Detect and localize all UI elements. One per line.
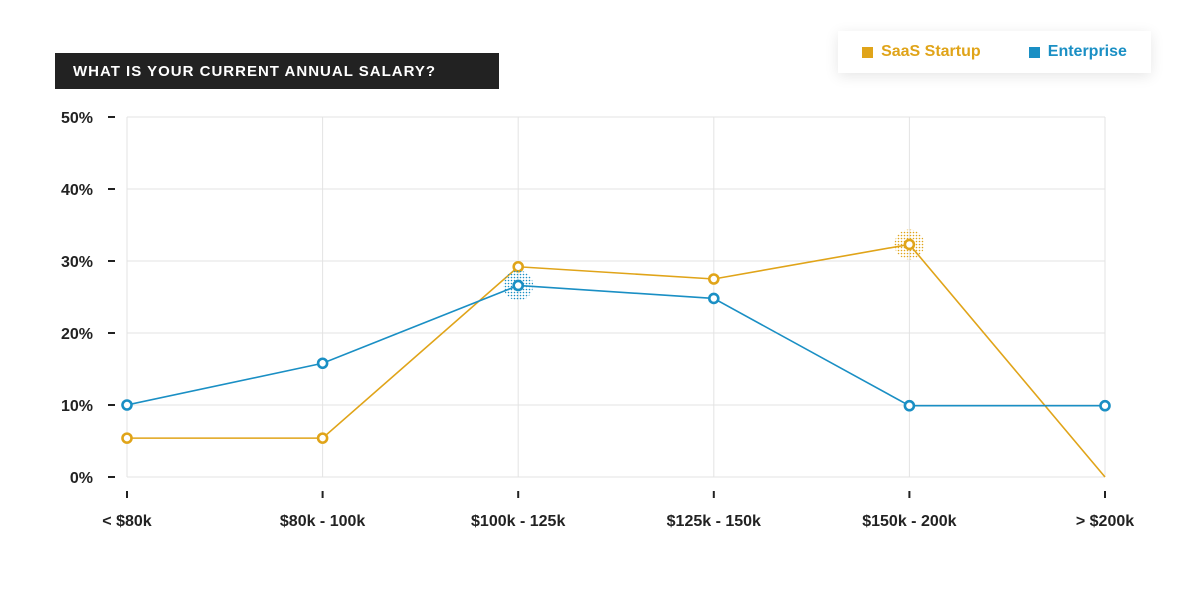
series-layer xyxy=(121,229,1111,478)
y-tick-label: 40% xyxy=(61,182,93,199)
legend-swatch-enterprise xyxy=(1028,46,1040,58)
chart-title: WHAT IS YOUR CURRENT ANNUAL SALARY? xyxy=(55,53,499,89)
legend-label-saas: SaaS Startup xyxy=(881,43,981,60)
y-tick-label: 20% xyxy=(61,326,93,343)
data-point xyxy=(121,399,133,411)
data-point xyxy=(512,279,525,292)
legend-item-enterprise: Enterprise xyxy=(1028,43,1127,61)
x-tick-label: < $80k xyxy=(102,513,151,530)
legend-item-saas: SaaS Startup xyxy=(862,43,981,61)
legend: SaaS Startup Enterprise xyxy=(838,31,1151,73)
series-1 xyxy=(121,270,1111,412)
y-tick-label: 50% xyxy=(61,110,93,127)
legend-swatch-saas xyxy=(862,46,874,58)
series-line xyxy=(126,284,1105,407)
y-tick-label: 0% xyxy=(70,470,93,487)
data-point xyxy=(903,238,916,251)
data-point xyxy=(121,432,133,444)
y-tick-label: 30% xyxy=(61,254,93,271)
x-tick-label: $125k - 150k xyxy=(667,513,761,530)
x-tick-label: $100k - 125k xyxy=(471,513,565,530)
data-point xyxy=(707,273,720,285)
series-0 xyxy=(121,229,1106,478)
data-point xyxy=(316,357,329,370)
x-tick-label: $150k - 200k xyxy=(862,513,956,530)
data-point xyxy=(512,260,525,273)
x-tick-label: > $200k xyxy=(1076,513,1134,530)
data-point xyxy=(903,399,916,412)
y-tick-label: 10% xyxy=(61,398,93,415)
axes: 0% 10% 20% 30% 40% 50% < $80k $80k - 100k $100k … xyxy=(61,110,1134,530)
grid xyxy=(126,116,1106,478)
data-point xyxy=(316,432,329,444)
legend-label-enterprise: Enterprise xyxy=(1047,43,1127,60)
data-point xyxy=(707,292,720,305)
x-tick-label: $80k - 100k xyxy=(280,513,366,530)
series-line xyxy=(127,243,1106,478)
data-point xyxy=(1099,399,1111,412)
